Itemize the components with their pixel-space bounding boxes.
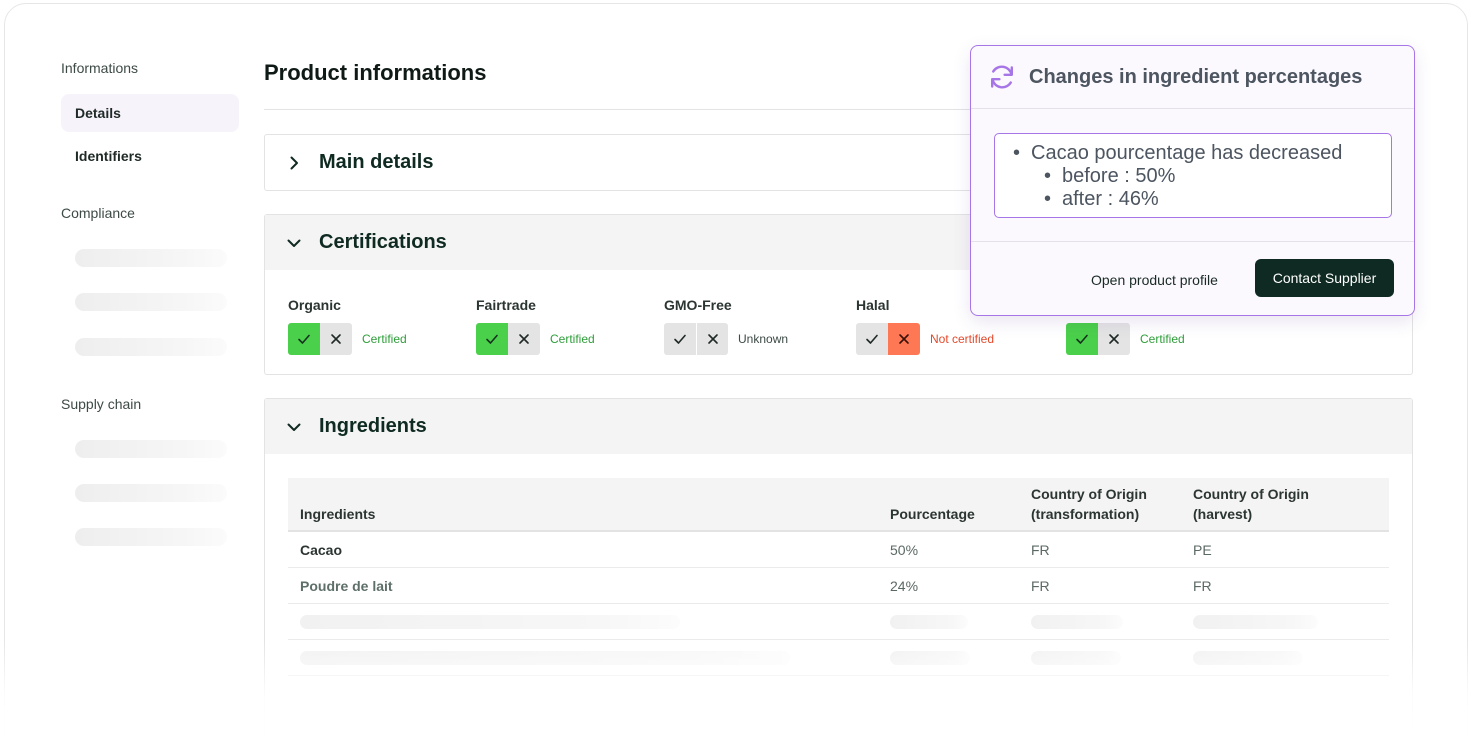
contact-supplier-button[interactable]: Contact Supplier [1255,259,1394,297]
popover-header: Changes in ingredient percentages [971,46,1414,109]
column-header-line: Country of Origin [1031,486,1147,502]
cert-no-toggle[interactable] [508,323,540,355]
popover-body: • Cacao pourcentage has decreased • before… [971,109,1414,242]
table-row-skeleton [288,604,1389,640]
sidebar-section-compliance: Compliance [61,205,135,221]
title-divider [264,109,984,110]
chevron-right-icon [283,152,305,174]
cell-percentage: 24% [890,578,919,594]
cert-no-toggle[interactable] [888,323,920,355]
table-header: Ingredients Pourcentage Country of Origi… [288,478,1389,532]
ingredient-change-popover: Changes in ingredient percentages • Cacao… [970,45,1415,316]
skeleton-bar [300,615,680,629]
cert-yes-toggle[interactable] [664,323,696,355]
sidebar-skeleton-item [75,528,227,546]
cert-halal: Halal Not certified [856,297,994,355]
cert-organic: Organic Certified [288,297,407,355]
change-summary-box: • Cacao pourcentage has decreased • before… [994,133,1392,218]
chevron-down-icon [283,416,305,438]
cell-percentage: 50% [890,542,919,558]
cert-other: Certified [1066,297,1185,355]
cell-ingredient: Cacao [300,542,343,558]
cert-label: Halal [856,297,890,313]
sidebar-skeleton-item [75,440,227,458]
sidebar-item-identifiers[interactable]: Identifiers [75,148,142,164]
table-row[interactable]: Poudre de lait 24% FR FR [288,568,1389,604]
cell-origin-harvest: FR [1193,578,1212,594]
check-icon [1076,334,1088,344]
check-icon [486,334,498,344]
cell-ingredient: Poudre de lait [300,578,393,594]
sidebar-item-details[interactable]: Details [61,94,239,132]
close-icon [331,334,341,344]
check-icon [674,334,686,344]
cert-no-toggle[interactable] [320,323,352,355]
cell-origin-transformation: FR [1031,578,1050,594]
open-product-profile-button[interactable]: Open product profile [1091,261,1218,299]
change-after: • after : 46% [1013,188,1391,211]
popover-footer: Open product profile Contact Supplier [971,242,1414,315]
cert-status: Not certified [930,332,995,346]
skeleton-bar [890,615,968,629]
skeleton-bar [1193,615,1318,629]
cert-status: Certified [362,332,407,346]
bullet-icon: • [1044,165,1052,187]
cert-no-toggle[interactable] [1098,323,1130,355]
skeleton-bar [1031,615,1123,629]
close-icon [519,334,529,344]
cert-yes-toggle[interactable] [288,323,320,355]
app-window: Informations Details Identifiers Complia… [4,3,1468,745]
change-after-text: after : 46% [1062,188,1159,210]
popover-title: Changes in ingredient percentages [1029,65,1363,88]
panel-certifications-title: Certifications [319,231,447,253]
panel-main-details-title: Main details [319,151,434,173]
sidebar-skeleton-item [75,293,227,311]
column-header-line: Country of Origin [1193,486,1309,502]
column-header-origin-transformation[interactable]: Country of Origin (transformation) [1031,484,1147,524]
column-header-line: (harvest) [1193,506,1253,522]
cert-status: Certified [1140,332,1185,346]
sidebar-section-supply-chain: Supply chain [61,396,142,412]
cert-label: Fairtrade [476,297,536,313]
change-before-text: before : 50% [1062,165,1176,187]
cert-status: Certified [550,332,595,346]
panel-main-details-header[interactable]: Main details [265,135,1412,190]
panel-ingredients-header[interactable]: Ingredients [265,399,1412,454]
cert-yes-toggle[interactable] [856,323,888,355]
cert-label: GMO-Free [664,297,732,313]
refresh-icon [991,65,1013,89]
column-header-origin-harvest[interactable]: Country of Origin (harvest) [1193,484,1309,524]
change-headline-text: Cacao pourcentage has decreased [1031,142,1343,164]
cert-yes-toggle[interactable] [476,323,508,355]
sidebar-section-informations: Informations [61,60,139,76]
chevron-down-icon [283,232,305,254]
cert-gmo-free: GMO-Free Unknown [664,297,788,355]
cell-origin-harvest: PE [1193,542,1212,558]
page-title: Product informations [264,60,487,85]
sidebar-skeleton-item [75,249,227,267]
bullet-icon: • [1044,188,1052,210]
close-icon [899,334,909,344]
cert-fairtrade: Fairtrade Certified [476,297,595,355]
close-icon [707,334,718,344]
bottom-fade-overlay [0,640,1474,745]
cert-yes-toggle[interactable] [1066,323,1098,355]
sidebar-skeleton-item [75,484,227,502]
change-before: • before : 50% [1013,165,1391,188]
cert-no-toggle[interactable] [696,323,728,355]
check-icon [866,334,878,344]
cert-status: Unknown [738,332,789,346]
check-icon [298,334,310,344]
column-header-ingredients[interactable]: Ingredients [300,506,376,522]
close-icon [1109,334,1119,344]
column-header-line: (transformation) [1031,506,1140,522]
cell-origin-transformation: FR [1031,542,1050,558]
cert-label: Organic [288,297,341,313]
sidebar-skeleton-item [75,338,227,356]
bullet-icon: • [1013,142,1021,164]
change-headline: • Cacao pourcentage has decreased [1013,142,1391,165]
table-row[interactable]: Cacao 50% FR PE [288,532,1389,568]
panel-ingredients-title: Ingredients [319,415,427,437]
column-header-percentage[interactable]: Pourcentage [890,506,975,522]
